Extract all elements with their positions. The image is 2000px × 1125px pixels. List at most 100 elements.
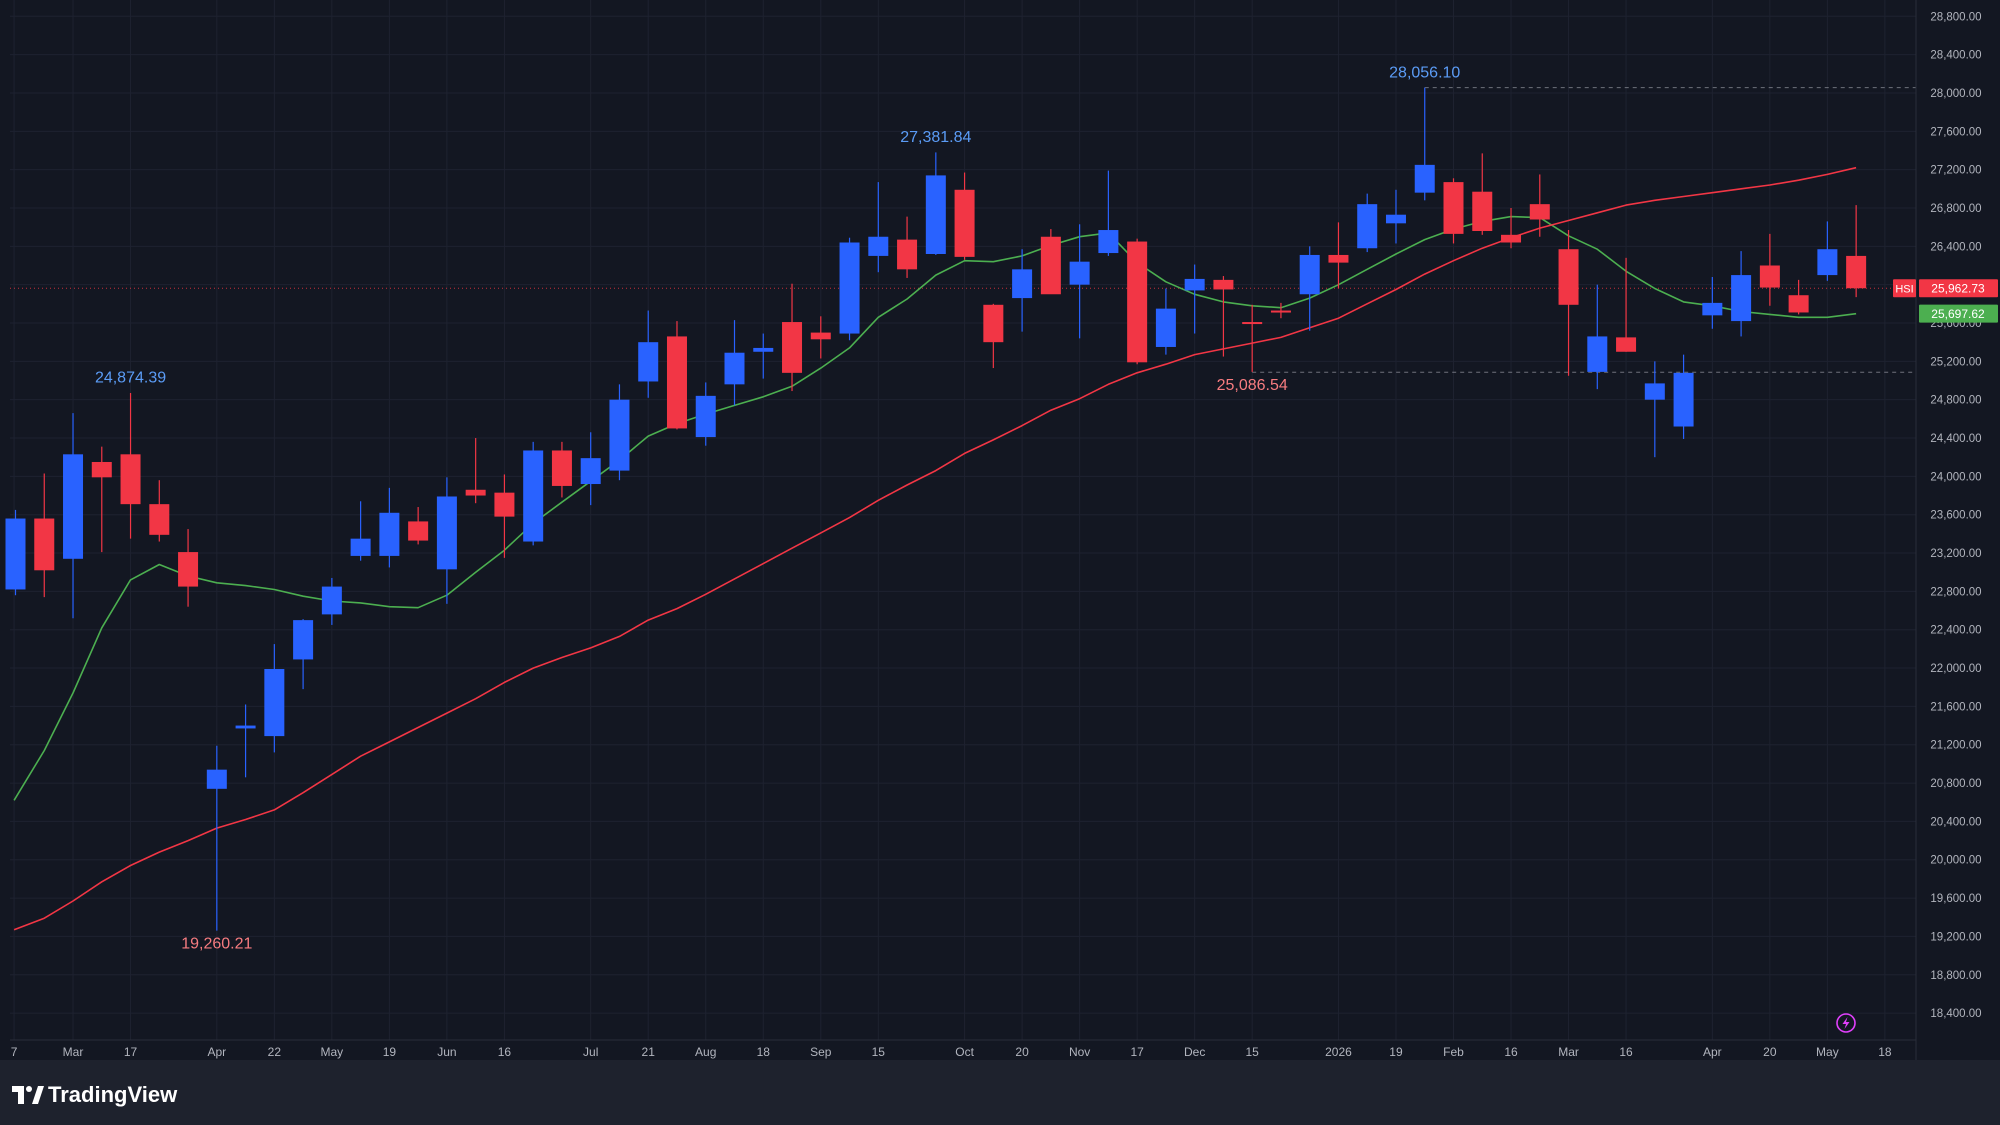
candle-bullish[interactable] [839, 237, 860, 341]
tradingview-logo-icon[interactable] [12, 1086, 44, 1104]
price-axis[interactable]: 18,400.00 18,800.00 19,200.00 19,600.00 20,0… [1893, 0, 2000, 1060]
candle-bullish[interactable] [1414, 87, 1435, 201]
candle-bearish[interactable] [897, 216, 918, 278]
x-tick-label: 16 [498, 1045, 512, 1059]
candle-bearish[interactable] [983, 303, 1004, 369]
candle-body [1270, 310, 1291, 313]
candle-bearish[interactable] [1328, 222, 1349, 289]
candle-bullish[interactable] [1817, 221, 1838, 281]
y-tick-label: 24,400.00 [1930, 433, 1981, 445]
candle-body [235, 725, 256, 729]
x-tick-label: 16 [1504, 1045, 1518, 1059]
candle-bullish[interactable] [1098, 170, 1119, 256]
x-tick-label: Mar [1558, 1045, 1579, 1059]
x-tick-label: 17 [124, 1045, 138, 1059]
candle-bullish[interactable] [868, 182, 889, 273]
candle-bullish[interactable] [5, 509, 26, 596]
candle-bearish[interactable] [1270, 302, 1291, 319]
candle-bullish[interactable] [1644, 361, 1665, 458]
candle-bullish[interactable] [1673, 354, 1694, 439]
candle-bullish[interactable] [1012, 249, 1033, 332]
candle-bearish[interactable] [120, 392, 141, 539]
candle-bullish[interactable] [235, 704, 256, 778]
candle-bearish[interactable] [954, 172, 975, 260]
candlestick-series[interactable] [5, 87, 1867, 931]
candle-bullish[interactable] [1357, 193, 1378, 253]
time-axis-ticks: 7 Mar 17 Apr 22 May 19 Jun 16 Jul 21 Aug 18 Sep 15 Oct 2… [11, 1045, 1892, 1059]
candle-bearish[interactable] [1443, 178, 1464, 244]
candle-bearish[interactable] [465, 438, 486, 504]
candle-bullish[interactable] [695, 382, 716, 446]
candle-bullish[interactable] [350, 501, 371, 561]
candle-bearish[interactable] [1040, 229, 1061, 295]
y-tick-label: 19,600.00 [1930, 893, 1981, 905]
candle-bullish[interactable] [638, 310, 659, 398]
candle-bullish[interactable] [925, 152, 946, 255]
x-tick-label: 20 [1015, 1045, 1029, 1059]
candle-bearish[interactable] [34, 473, 55, 598]
high-price-label: 27,381.84 [900, 129, 971, 146]
candle-bearish[interactable] [1501, 207, 1522, 249]
candle-bullish[interactable] [264, 644, 285, 753]
candle-bullish[interactable] [206, 745, 227, 931]
candle-bearish[interactable] [1788, 279, 1809, 315]
candle-bearish[interactable] [149, 480, 170, 542]
candle-body [63, 454, 84, 559]
candle-bullish[interactable] [609, 384, 630, 481]
lightning-icon[interactable] [1836, 1013, 1856, 1033]
candle-bearish[interactable] [551, 441, 572, 498]
candle-bearish[interactable] [1616, 257, 1637, 352]
candle-bearish[interactable] [1846, 205, 1867, 298]
candle-bearish[interactable] [1213, 276, 1234, 357]
candle-body [638, 342, 659, 382]
x-tick-label: 21 [642, 1045, 656, 1059]
y-tick-label: 22,000.00 [1930, 663, 1981, 675]
candle-bullish[interactable] [436, 477, 457, 604]
candle-body [897, 239, 918, 270]
candle-bearish[interactable] [1759, 233, 1780, 306]
candle-bullish[interactable] [379, 487, 400, 568]
candle-bullish[interactable] [1155, 288, 1176, 355]
candle-bullish[interactable] [1731, 251, 1752, 337]
candle-bullish[interactable] [293, 619, 314, 690]
candle-bullish[interactable] [1069, 224, 1090, 339]
candle-body [1846, 255, 1867, 289]
price-scale-label-box [1919, 279, 1998, 298]
candle-bearish[interactable] [494, 474, 515, 558]
x-tick-label: 2026 [1325, 1045, 1352, 1059]
candle-bearish[interactable] [408, 507, 429, 545]
candle-bullish[interactable] [523, 441, 544, 546]
candle-bullish[interactable] [1587, 284, 1608, 390]
candle-body [465, 489, 486, 496]
candle-bearish[interactable] [91, 446, 112, 553]
candle-bullish[interactable] [1184, 264, 1205, 334]
candle-bearish[interactable] [782, 283, 803, 392]
y-tick-label: 22,800.00 [1930, 586, 1981, 598]
candle-bullish[interactable] [580, 432, 601, 506]
candle-bearish[interactable] [666, 321, 687, 430]
candle-bullish[interactable] [1702, 277, 1723, 329]
candle-body [1616, 337, 1637, 352]
candle-bearish[interactable] [1127, 238, 1148, 365]
candle-bullish[interactable] [63, 413, 84, 619]
candle-bullish[interactable] [724, 320, 745, 406]
candle-body [91, 461, 112, 478]
candle-bullish[interactable] [321, 577, 342, 625]
time-axis[interactable]: 7 Mar 17 Apr 22 May 19 Jun 16 Jul 21 Aug 18 Sep 15 Oct 2… [10, 1039, 1916, 1059]
candle-bullish[interactable] [1385, 189, 1406, 244]
candle-body [120, 454, 141, 505]
candle-body [1472, 191, 1493, 231]
candle-bearish[interactable] [1242, 304, 1263, 372]
brand-name[interactable]: TradingView [48, 1082, 178, 1107]
candle-bearish[interactable] [810, 316, 831, 359]
candle-bearish[interactable] [1558, 230, 1579, 376]
candle-bullish[interactable] [753, 333, 774, 379]
candle-bullish[interactable] [1299, 246, 1320, 331]
candle-bearish[interactable] [1472, 153, 1493, 235]
price-scale-label: 25,697.62 [1919, 304, 1998, 323]
candle-bearish[interactable] [178, 529, 199, 607]
candle-bearish[interactable] [1529, 174, 1550, 237]
price-scale-label-box [1919, 304, 1998, 323]
